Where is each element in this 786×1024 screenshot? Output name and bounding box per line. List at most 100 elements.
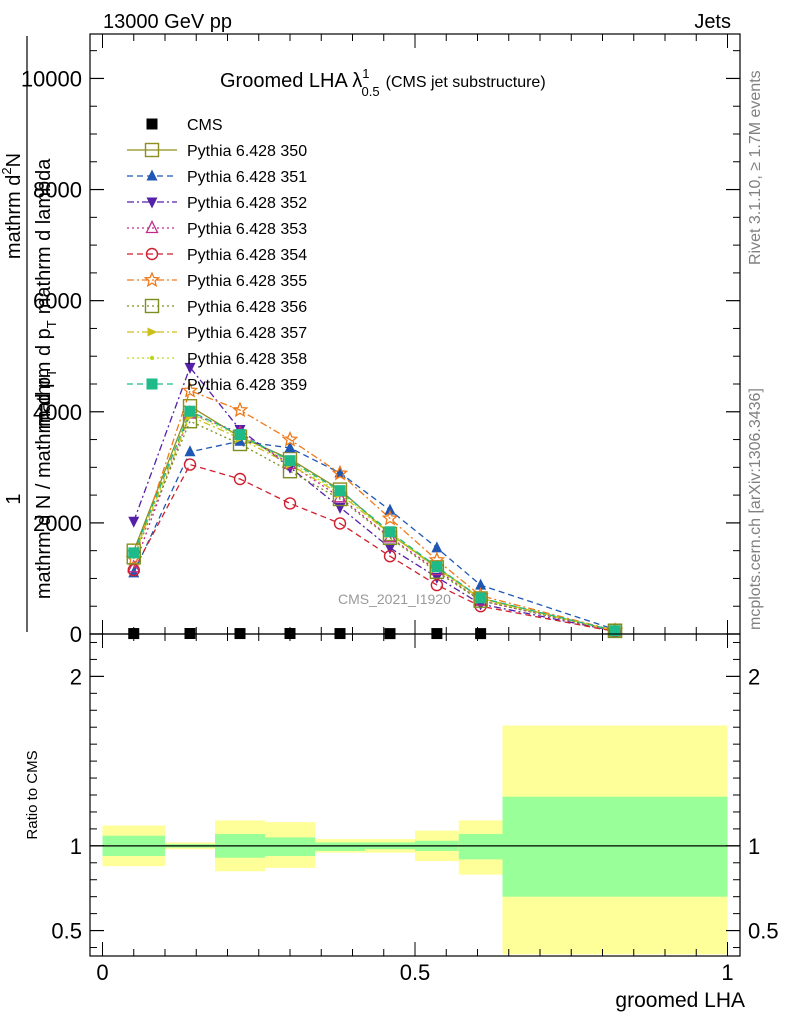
x-tick-label: 1: [721, 960, 733, 985]
series-point-4: [127, 559, 141, 573]
legend-label-10: Pythia 6.428 359: [187, 377, 307, 394]
ratio-uncertainty-bands: [102, 725, 728, 955]
series-point-6: [381, 509, 399, 526]
series-point-2: [384, 503, 396, 515]
ratio-inner-band-3: [265, 837, 315, 857]
ratio-inner-band-7: [458, 833, 503, 860]
series-point-3: [128, 516, 140, 528]
legend-marker-3: [146, 197, 158, 209]
series-point-5: [383, 550, 397, 563]
series-line-5: [133, 463, 616, 633]
series-point-6: [231, 401, 249, 418]
rivet-version-label: Rivet 3.1.10, ≥ 1.7M events: [747, 70, 764, 265]
y-tick-label: 6000: [33, 289, 82, 314]
series-markers: [125, 362, 624, 640]
series-point-5: [183, 458, 197, 471]
y-label-den-sub: T: [44, 369, 59, 377]
legend-marker-2: [146, 169, 158, 181]
ratio-y-tick-label-right: 1: [748, 834, 760, 859]
y-label-num-rest-sub: T: [44, 320, 59, 328]
series-point-10: [384, 526, 396, 538]
ratio-y-tick-label-right: 0.5: [748, 919, 779, 944]
series-line-7: [133, 420, 616, 632]
series-point-6: [331, 464, 349, 481]
legend-label-1: Pythia 6.428 350: [187, 143, 307, 160]
y-tick-label: 8000: [33, 178, 82, 203]
series-point-2: [184, 445, 196, 457]
y-label-numerator: mathrm d2N: [0, 153, 25, 259]
legend-marker-5: [145, 247, 159, 261]
y-label-one: 1: [3, 493, 25, 504]
plot-title-main: Groomed LHA λ: [220, 70, 362, 92]
legend-label-6: Pythia 6.428 355: [187, 273, 307, 290]
series-point-3: [334, 502, 346, 514]
series-point-6: [181, 382, 199, 398]
legend-marker-9: [149, 355, 155, 361]
series-point-2: [284, 441, 296, 453]
legend-marker-8: [147, 327, 158, 337]
series-point-10: [334, 485, 346, 497]
legend-label-9: Pythia 6.428 358: [187, 351, 307, 368]
main-y-axis-label: 1 mathrm d2N mathrm d pTmathrm d lambda …: [0, 36, 59, 632]
series-point-2: [431, 541, 443, 553]
series-point-10: [128, 547, 140, 559]
series-point-2: [475, 578, 487, 590]
x-tick-label: 0.5: [400, 960, 431, 985]
y-tick-label: 10000: [21, 66, 82, 91]
series-point-7: [607, 623, 623, 639]
main-plot-panel: 0 2000 4000 6000 8000 10000 Groomed LHA λ1 0.5…: [21, 33, 741, 647]
analysis-watermark: CMS_2021_I1920: [338, 591, 451, 607]
plot-title-sub: 0.5: [362, 84, 380, 99]
ratio-inner-band-4: [315, 842, 365, 851]
plot-title-sup: 1: [362, 66, 369, 81]
y-tick-label: 0: [70, 622, 82, 647]
legend-label-0: CMS: [187, 117, 223, 134]
y-tick-label: 4000: [33, 400, 82, 425]
legend-marker-7: [144, 298, 160, 314]
series-point-5: [333, 517, 347, 530]
plot-title-paren: (CMS jet substructure): [386, 74, 546, 91]
y-label-num-sup: 2: [0, 167, 14, 174]
jets-label: Jets: [694, 11, 731, 33]
series-point-10: [431, 561, 443, 573]
series-point-5: [283, 497, 297, 510]
legend-marker-1: [144, 142, 160, 158]
series-line-4: [133, 412, 616, 632]
series-point-5: [127, 563, 140, 577]
legend-label-8: Pythia 6.428 357: [187, 325, 307, 342]
series-point-10: [284, 455, 296, 467]
y-tick-label: 2000: [33, 511, 82, 536]
series-point-10: [234, 429, 246, 441]
legend-label-2: Pythia 6.428 351: [187, 169, 307, 186]
y-label-num-a: mathrm d: [3, 175, 25, 259]
main-y-axis-ticks: 0 2000 4000 6000 8000 10000: [21, 34, 740, 647]
legend-label-5: Pythia 6.428 354: [187, 247, 307, 264]
series-point-5: [233, 472, 247, 486]
energy-label: 13000 GeV pp: [103, 11, 232, 33]
y-label-num-rest-a: mathrm d p: [33, 328, 55, 429]
plot-title: Groomed LHA λ1 0.5 (CMS jet substructure): [220, 66, 546, 99]
ratio-plot-panel: 0.5 0.5 1 1 2 2 0 0.5 1: [51, 633, 779, 985]
y-label-num-n: N: [3, 153, 25, 167]
ratio-axis-ticks: 0.5 0.5 1 1 2 2 0 0.5 1: [51, 634, 779, 985]
legend: CMS Pythia 6.428 350 Pythia 6.428 351 Pythi…: [127, 117, 307, 394]
series-point-6: [281, 430, 299, 447]
y-label-den-a: mathrm d N / mathrm d p: [33, 377, 55, 599]
series-point-10: [475, 592, 487, 604]
ratio-y-tick-label: 2: [70, 664, 82, 689]
mcplots-label: mcplots.cern.ch [arXiv:1306.3436]: [747, 388, 764, 630]
legend-label-3: Pythia 6.428 352: [187, 195, 307, 212]
legend-label-7: Pythia 6.428 356: [187, 299, 307, 316]
y-label-num-end: mathrm d lambda: [33, 158, 55, 314]
legend-label-4: Pythia 6.428 353: [187, 221, 307, 238]
y-label-num-rest: mathrm d pTmathrm d lambda: [33, 158, 59, 430]
series-point-10: [184, 405, 196, 417]
ratio-y-tick-label-right: 2: [748, 664, 760, 689]
legend-marker-4: [145, 220, 159, 234]
x-axis-label: groomed LHA: [615, 989, 745, 1012]
x-tick-label: 0: [96, 960, 108, 985]
legend-marker-0: [146, 118, 158, 130]
ratio-y-tick-label: 1: [70, 834, 82, 859]
series-point-3: [384, 543, 396, 555]
